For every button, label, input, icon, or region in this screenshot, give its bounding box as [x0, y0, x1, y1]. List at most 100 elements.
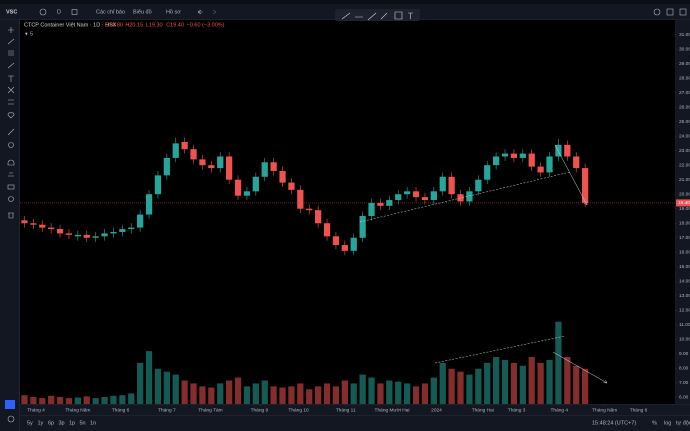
candle-body [475, 179, 482, 192]
volume-bar [404, 383, 411, 404]
legend-ohlc: O19.80 H20.15 L19.30 C19.40 −0.60 (−3.00%) [105, 22, 225, 28]
left-toolbar [7, 27, 15, 219]
range-button[interactable]: 5n [80, 420, 86, 426]
trendline-tool[interactable] [7, 38, 15, 45]
symbol-button[interactable]: VSC [6, 9, 17, 15]
y-tick-label: 6.00 [679, 395, 689, 401]
arrow-volume[interactable] [552, 351, 608, 384]
range-button[interactable]: 1y [38, 420, 44, 426]
undo-button[interactable] [197, 9, 203, 15]
brush-tool[interactable] [7, 62, 15, 69]
candle-body [83, 234, 90, 238]
volume-bar [208, 387, 215, 404]
volume-bar [484, 362, 491, 404]
y-tick-label: 12.00 [679, 308, 690, 314]
y-tick-label: 9.00 [679, 351, 689, 357]
volume-bar [386, 380, 393, 404]
settings-button[interactable] [653, 8, 661, 16]
y-tick-label: 30.00 [679, 46, 690, 52]
chart-pane [20, 20, 676, 404]
volume-bar [475, 368, 482, 404]
scale-option[interactable]: tự động [676, 420, 690, 426]
magnet-tool[interactable] [7, 159, 15, 166]
y-tick-label: 25.00 [679, 119, 690, 125]
candle-body [297, 189, 304, 209]
volume-bar [30, 396, 37, 404]
volume-bar [421, 383, 429, 404]
redo-button[interactable] [212, 9, 217, 15]
volume-bar [137, 362, 144, 404]
candle-body [65, 233, 73, 235]
volume-bar [395, 381, 402, 404]
volume-bar [21, 395, 28, 404]
candle-body [39, 224, 46, 228]
volume-bar [439, 362, 446, 404]
stay-drawing-tool[interactable] [8, 172, 14, 177]
trendline-price[interactable] [359, 171, 571, 223]
drawing-tools[interactable] [341, 11, 413, 21]
range-button[interactable]: 6p [48, 420, 54, 426]
object-tree-button[interactable] [5, 400, 15, 409]
fib-tool[interactable] [8, 50, 14, 56]
candle-body [386, 200, 393, 206]
candle-body [21, 220, 28, 224]
candle-body [74, 234, 81, 237]
volume-bar [128, 393, 135, 404]
volume-bar [288, 386, 295, 404]
range-button[interactable]: 5y [27, 420, 33, 426]
delete-tool[interactable] [8, 212, 14, 219]
add-symbol-button[interactable] [39, 8, 47, 16]
hide-tool[interactable] [8, 196, 14, 202]
arrow-price[interactable] [554, 144, 588, 206]
candle-body [421, 197, 429, 201]
x-tick-label: Tháng 4 [551, 407, 569, 413]
text-tool[interactable] [8, 75, 14, 82]
candle-body [528, 153, 535, 167]
icon-tool[interactable] [7, 112, 15, 119]
volume-bar [261, 380, 268, 404]
candle-body [145, 194, 153, 215]
volume-bar [555, 321, 562, 404]
candle-body [119, 229, 126, 232]
indicator-count[interactable]: 5 [30, 31, 33, 37]
scale-option[interactable]: % [652, 420, 657, 426]
prediction-tool[interactable] [8, 99, 14, 105]
fullscreen-button[interactable] [666, 8, 674, 16]
candle-body [377, 202, 384, 206]
candle-body [537, 166, 544, 173]
pattern-tool[interactable] [7, 86, 15, 94]
candle-body [404, 191, 411, 195]
candle-body [359, 215, 366, 238]
snapshot-button[interactable] [679, 8, 687, 16]
candle-body [315, 210, 322, 224]
volume-bar [279, 387, 286, 404]
crosshair-tool[interactable] [8, 27, 14, 33]
profile-button[interactable]: Hồ sơ [166, 9, 181, 15]
range-button[interactable]: 3p [59, 420, 65, 426]
interval-button[interactable]: D [57, 9, 61, 15]
indicator-toggle[interactable]: ▾ [25, 31, 28, 37]
y-tick-label: 21.00 [679, 177, 690, 183]
y-tick-label: 16.00 [679, 250, 690, 256]
indicators-button[interactable]: Các chỉ báo [96, 8, 125, 15]
candle-body [208, 165, 215, 169]
user-drawings [359, 144, 608, 384]
candle-body [501, 153, 509, 157]
lock-tool[interactable] [7, 184, 15, 190]
volume-bar [83, 396, 90, 404]
measure-tool[interactable] [7, 128, 15, 136]
volume-bar [65, 398, 73, 404]
chart-style-button[interactable] [71, 9, 78, 15]
range-button[interactable]: 1n [90, 420, 96, 426]
trendline-volume[interactable] [434, 335, 566, 364]
alerts-button[interactable] [7, 415, 15, 423]
volume-bar [350, 383, 357, 404]
zoom-tool[interactable] [8, 142, 14, 148]
candle-body [279, 170, 286, 183]
chart-menu-button[interactable]: Biểu đồ [133, 8, 152, 15]
candle-body [261, 162, 268, 177]
range-button[interactable]: 1p [69, 420, 75, 426]
scale-option[interactable]: log [664, 420, 671, 426]
candle-body [163, 157, 170, 176]
